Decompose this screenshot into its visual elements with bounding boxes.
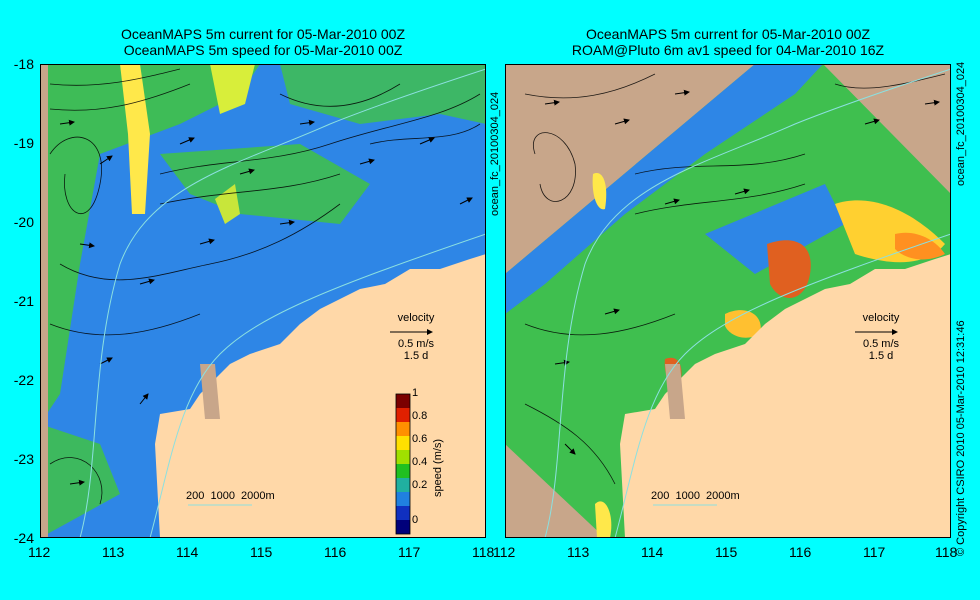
cb-tick-0.6: 0.6 — [412, 433, 428, 445]
y-tick: -22 — [13, 372, 34, 388]
colorbar-label: speed (m/s) — [432, 438, 444, 497]
cb-tick-0.2: 0.2 — [412, 479, 428, 491]
x-tick: 118 — [472, 544, 495, 560]
left-side-label: ocean_fc_20100304_024 — [489, 91, 501, 216]
cb-tick-0.8: 0.8 — [412, 410, 428, 422]
right-title-line1: OceanMAPS 5m current for 05-Mar-2010 00Z — [585, 26, 870, 42]
right-panel-title: OceanMAPS 5m current for 05-Mar-2010 00Z… — [505, 26, 951, 58]
x-tick: 113 — [567, 544, 590, 560]
y-tick: -20 — [13, 214, 34, 230]
x-tick: 113 — [102, 544, 125, 560]
high-speed-band — [120, 64, 150, 214]
right-depth-legend: 200 1000 2000m — [651, 490, 740, 502]
x-tick: 118 — [935, 544, 958, 560]
x-tick: 117 — [398, 544, 421, 560]
x-tick: 116 — [789, 544, 812, 560]
left-panel-title: OceanMAPS 5m current for 05-Mar-2010 00Z… — [40, 26, 486, 58]
y-tick: -21 — [13, 293, 34, 309]
y-tick: -18 — [13, 56, 34, 72]
x-tick: 114 — [641, 544, 664, 560]
x-tick: 116 — [324, 544, 347, 560]
cb-tick-1: 1 — [412, 387, 419, 399]
left-map-panel — [40, 64, 486, 538]
right-side-label: ocean_fc_20100304_024 — [955, 61, 967, 186]
x-tick: 115 — [250, 544, 273, 560]
right-velocity-label: velocity — [862, 312, 900, 324]
x-tick: 114 — [176, 544, 199, 560]
left-depth-legend: 200 1000 2000m — [186, 490, 275, 502]
speed-colorbar — [395, 393, 411, 535]
right-title-line2: ROAM@Pluto 6m av1 speed for 04-Mar-2010 … — [571, 42, 885, 58]
high-speed-patch — [767, 240, 811, 298]
left-velocity-label: velocity — [397, 312, 435, 324]
left-title-line1: OceanMAPS 5m current for 05-Mar-2010 00Z — [120, 26, 405, 42]
x-tick: 115 — [715, 544, 738, 560]
right-map-panel — [505, 64, 951, 538]
cb-tick-0: 0 — [412, 514, 419, 526]
right-velocity-scale: 0.5 m/s — [862, 338, 900, 350]
right-velocity-time: 1.5 d — [868, 350, 894, 362]
left-velocity-time: 1.5 d — [403, 350, 429, 362]
mainland-coast — [620, 254, 951, 538]
left-title-line2: OceanMAPS 5m speed for 05-Mar-2010 00Z — [123, 42, 403, 58]
x-tick: 112 — [493, 544, 516, 560]
y-tick: -23 — [13, 451, 34, 467]
copyright-label: © Copyright CSIRO 2010 05-Mar-2010 12:31… — [955, 320, 967, 556]
y-tick: -19 — [13, 135, 34, 151]
cb-tick-0.4: 0.4 — [412, 456, 428, 468]
y-tick: -24 — [13, 530, 34, 546]
left-velocity-scale: 0.5 m/s — [397, 338, 435, 350]
x-tick: 117 — [863, 544, 886, 560]
x-tick: 112 — [28, 544, 51, 560]
